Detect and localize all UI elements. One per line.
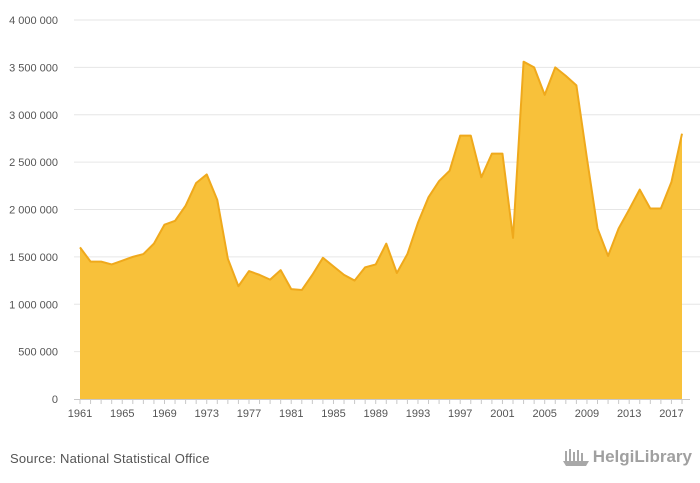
x-tick-label: 1981	[279, 408, 303, 420]
x-tick-label: 2017	[659, 408, 683, 420]
x-tick-label: 2001	[490, 408, 514, 420]
x-tick-label: 2005	[532, 408, 556, 420]
x-axis	[74, 399, 690, 404]
y-tick-label: 500 000	[18, 347, 58, 359]
series-line	[79, 60, 683, 292]
x-tick-label: 1969	[152, 408, 176, 420]
y-tick-label: 1 000 000	[9, 299, 58, 311]
x-axis-tick-labels: 1961 1965 1969 1973 1977 1981 1985 1989 1993 1997…	[68, 408, 684, 420]
brand-name: HelgiLibrary	[592, 447, 692, 466]
x-tick-label: 1961	[68, 408, 92, 420]
y-tick-label: 3 000 000	[9, 110, 58, 122]
x-tick-label: 1997	[448, 408, 472, 420]
y-tick-label: 2 500 000	[9, 157, 58, 169]
x-tick-label: 1965	[110, 408, 134, 420]
y-tick-label: 4 000 000	[9, 15, 58, 27]
x-tick-label: 1977	[237, 408, 261, 420]
x-tick-label: 1993	[406, 408, 430, 420]
x-tick-label: 1985	[321, 408, 345, 420]
brand-logo[interactable]: HelgiLibrary	[562, 447, 692, 467]
x-tick-label: 2009	[575, 408, 599, 420]
y-tick-label: 2 000 000	[9, 205, 58, 217]
ship-icon	[562, 449, 589, 466]
area-series	[79, 60, 683, 399]
x-tick-label: 1973	[194, 408, 218, 420]
y-tick-label: 1 500 000	[9, 252, 58, 264]
x-tick-label: 2013	[617, 408, 641, 420]
x-tick-label: 1989	[363, 408, 387, 420]
y-axis-tick-labels: 0 500 000 1 000 000 1 500 000 2 000 000 2 500…	[9, 15, 58, 406]
y-tick-label: 0	[52, 394, 58, 406]
area-fill	[80, 61, 682, 399]
source-note: Source: National Statistical Office	[10, 451, 210, 466]
chart-footer: Source: National Statistical Office Helg…	[0, 440, 700, 483]
area-chart: 0 500 000 1 000 000 1 500 000 2 000 000 2 500…	[9, 15, 700, 420]
y-tick-label: 3 500 000	[9, 62, 58, 74]
